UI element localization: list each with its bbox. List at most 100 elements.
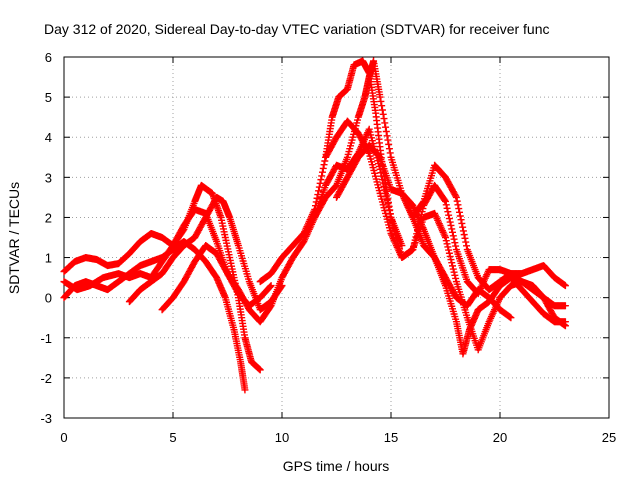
data-point — [448, 259, 456, 267]
data-point — [449, 265, 457, 273]
data-point — [313, 194, 321, 202]
y-tick-label: 3 — [45, 170, 52, 185]
data-point — [443, 204, 451, 212]
data-point — [444, 208, 452, 216]
y-tick-label: 0 — [45, 291, 52, 306]
data-point — [459, 227, 467, 235]
data-point — [441, 196, 449, 204]
y-axis-label: SDTVAR / TECUs — [6, 182, 22, 294]
y-tick-label: 4 — [45, 130, 52, 145]
data-point — [378, 106, 386, 114]
data-point — [318, 172, 326, 180]
axis-ticks — [63, 56, 610, 419]
y-tick-label: -2 — [40, 371, 52, 386]
data-point — [447, 256, 455, 264]
data-point — [381, 119, 389, 127]
x-tick-labels: 0 5 10 15 20 25 — [60, 430, 616, 445]
y-tick-label: -3 — [40, 411, 52, 426]
y-tick-label: 2 — [45, 210, 52, 225]
data-point — [317, 176, 325, 184]
data-point — [266, 282, 274, 290]
data-point — [450, 268, 458, 276]
data-point — [561, 318, 569, 326]
data-point — [377, 97, 385, 105]
data-point — [452, 193, 460, 201]
data-point — [385, 140, 393, 148]
data-point — [462, 238, 470, 246]
data-point — [449, 232, 457, 240]
plot-frame — [63, 56, 610, 419]
data-point — [507, 314, 515, 322]
data-point — [386, 149, 394, 157]
data-point — [451, 239, 459, 247]
data-point — [266, 303, 274, 311]
series-track-1 — [60, 181, 264, 374]
data-point — [312, 198, 320, 206]
data-point — [419, 199, 427, 207]
x-axis-label: GPS time / hours — [283, 458, 390, 474]
data-point — [456, 208, 464, 216]
data-point — [458, 219, 466, 227]
data-point — [445, 211, 453, 219]
x-tick-label: 20 — [493, 430, 507, 445]
data-point — [318, 168, 326, 176]
data-point — [449, 228, 457, 236]
data-point — [380, 115, 388, 123]
y-tick-label: 5 — [45, 90, 52, 105]
y-tick-label: -1 — [40, 331, 52, 346]
data-point — [450, 235, 458, 243]
data-point — [447, 221, 455, 229]
data-point — [445, 246, 453, 254]
data-point — [442, 201, 450, 209]
data-marks — [60, 57, 569, 394]
data-point — [442, 234, 449, 241]
data-point — [561, 282, 569, 290]
data-point — [316, 179, 324, 187]
series-track-10 — [398, 189, 515, 322]
data-point — [460, 231, 468, 239]
data-point — [463, 242, 471, 250]
data-point — [444, 243, 452, 251]
data-point — [314, 191, 322, 199]
data-point — [442, 237, 450, 245]
data-point — [241, 386, 249, 394]
data-point — [267, 282, 275, 290]
data-point — [445, 215, 453, 223]
data-point — [446, 252, 454, 260]
x-tick-label: 0 — [60, 430, 67, 445]
data-point — [456, 212, 464, 220]
data-point — [454, 201, 462, 209]
data-point — [452, 274, 460, 282]
data-point — [379, 110, 387, 118]
x-tick-label: 10 — [275, 430, 289, 445]
x-tick-label: 15 — [384, 430, 398, 445]
data-point — [449, 262, 457, 270]
series-track-5 — [158, 125, 406, 326]
data-point — [442, 197, 449, 205]
series-track-4 — [125, 193, 286, 314]
chart-title: Day 312 of 2020, Sidereal Day-to-day VTE… — [44, 21, 550, 37]
data-point — [385, 145, 393, 153]
data-point — [453, 197, 461, 205]
data-point — [319, 164, 327, 172]
data-point — [376, 93, 384, 101]
data-point — [320, 161, 328, 169]
y-tick-label: 6 — [45, 50, 52, 65]
data-point — [315, 187, 323, 195]
data-point — [451, 271, 459, 279]
data-point — [384, 136, 392, 144]
data-point — [321, 157, 329, 165]
data-point — [375, 152, 383, 160]
data-point — [315, 183, 323, 191]
data-point — [443, 240, 451, 248]
data-point — [448, 225, 456, 233]
data-point — [561, 302, 569, 310]
data-point — [459, 223, 467, 231]
data-point — [378, 102, 386, 110]
data-point — [452, 192, 460, 200]
data-point — [382, 127, 390, 135]
y-tick-label: 1 — [45, 251, 52, 266]
data-point — [446, 218, 454, 226]
data-point — [455, 205, 463, 213]
x-tick-label: 5 — [169, 430, 176, 445]
